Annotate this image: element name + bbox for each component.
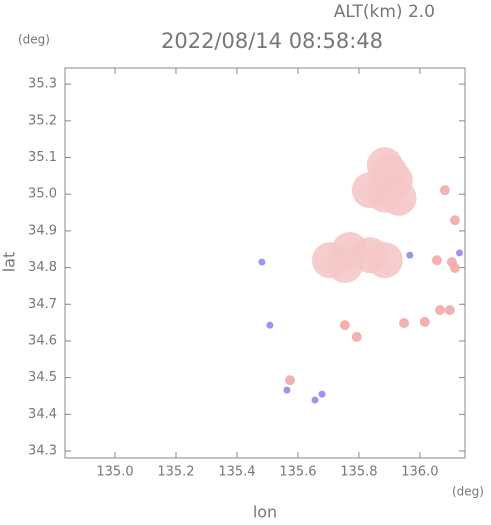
y-tick-label: 34.7 [28, 297, 57, 312]
y-tick-label: 34.3 [28, 444, 57, 459]
y-unit: (deg) [18, 33, 50, 47]
x-tick-label: 135.2 [157, 465, 194, 480]
x-tick-label: 136.0 [401, 465, 438, 480]
echo [449, 215, 460, 226]
x-tick-label: 135.6 [279, 465, 316, 480]
echo [380, 179, 417, 216]
echo [283, 386, 291, 394]
echo [444, 305, 455, 316]
echo [439, 185, 450, 196]
x-tick-label: 135.8 [340, 465, 377, 480]
plot-frame [64, 67, 466, 459]
echo [366, 242, 403, 279]
echo [339, 320, 350, 331]
y-tick-label: 35.1 [28, 150, 57, 165]
echo [326, 247, 363, 284]
y-tick-label: 35.2 [28, 113, 57, 128]
y-label: lat [0, 252, 19, 273]
echo [456, 249, 464, 257]
echo [311, 396, 319, 404]
echo [449, 262, 460, 273]
y-tick-label: 35.3 [28, 77, 57, 92]
echo [435, 305, 445, 316]
y-tick-label: 35.0 [28, 187, 57, 202]
y-tick-label: 34.5 [28, 370, 57, 385]
x-unit: (deg) [452, 485, 484, 499]
y-tick-label: 34.8 [28, 260, 57, 275]
y-tick-label: 34.6 [28, 333, 57, 348]
echo [318, 390, 326, 398]
x-label: lon [253, 503, 277, 522]
subtitle: ALT(km) 2.0 [334, 2, 435, 22]
y-tick-label: 34.4 [28, 407, 57, 422]
echo [266, 321, 274, 329]
echo [285, 375, 295, 386]
echo [406, 251, 414, 259]
echo [419, 316, 430, 327]
echo [431, 255, 442, 266]
x-tick-label: 135.4 [218, 465, 255, 480]
echo [351, 331, 362, 342]
x-tick-label: 135.0 [96, 465, 133, 480]
echo [399, 317, 410, 328]
chart-title: 2022/08/14 08:58:48 [161, 29, 383, 53]
y-tick-label: 34.9 [28, 223, 57, 238]
echo [258, 258, 266, 266]
